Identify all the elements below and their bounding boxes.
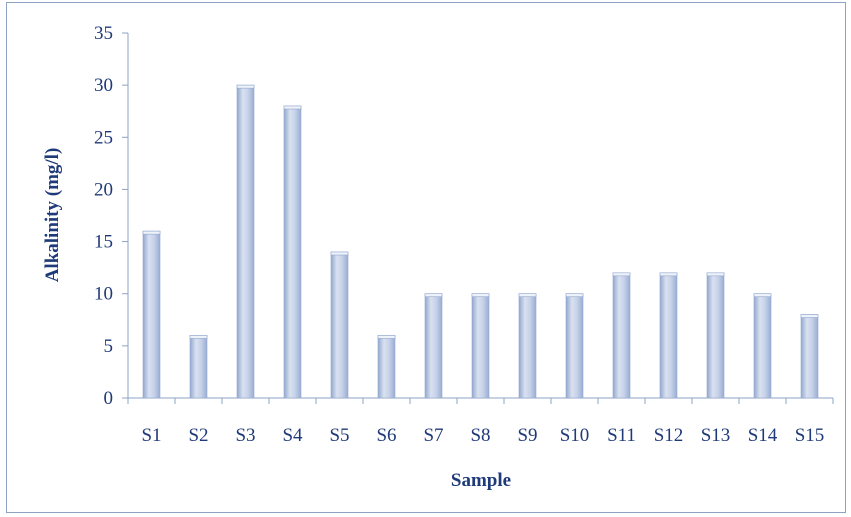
bar-s8 [471,293,490,399]
x-tick-label: S14 [748,425,778,446]
bar-s14 [753,293,772,399]
bar-s11 [612,272,631,399]
bar-s15 [800,314,819,399]
x-tick-label: S10 [560,425,590,446]
x-axis-title: Sample [451,470,511,491]
x-tick-label: S2 [188,425,208,446]
x-tick-label: S13 [701,425,731,446]
bar-s10 [565,293,584,399]
y-tick-label: 25 [94,127,113,148]
y-tick-label: 0 [104,388,114,409]
bar-s13 [706,272,725,399]
bar-s9 [518,293,537,399]
x-tick-label: S7 [423,425,443,446]
x-tick-label: S5 [329,425,349,446]
x-tick-label: S1 [141,425,161,446]
bar-s12 [659,272,678,399]
x-tick-label: S8 [470,425,490,446]
bar-s1 [142,230,161,399]
y-tick-label: 35 [94,23,113,44]
x-tick-label: S12 [654,425,684,446]
bar-s3 [236,84,255,399]
y-axis-title: Alkalinity (mg/l) [42,148,63,283]
y-tick-label: 30 [94,75,113,96]
x-tick-label: S6 [376,425,396,446]
x-tick-label: S15 [795,425,825,446]
bar-s6 [377,335,396,399]
bar-s5 [330,251,349,399]
x-tick-label: S4 [282,425,303,446]
bar-s4 [283,105,302,399]
bar-s2 [189,335,208,399]
y-tick-label: 10 [94,284,113,305]
bar-s7 [424,293,443,399]
x-tick-label: S3 [235,425,255,446]
x-tick-label: S11 [607,425,636,446]
y-tick-label: 15 [94,232,113,253]
y-tick-label: 5 [104,336,114,357]
tick-labels: 0 5 10 15 20 25 30 35 S1 S2 S3 S4 S5 S6 S7 S8 S9 S10 S11 S1… [94,23,824,446]
bars [142,84,819,399]
y-tick-label: 20 [94,179,113,200]
x-tick-label: S9 [517,425,537,446]
